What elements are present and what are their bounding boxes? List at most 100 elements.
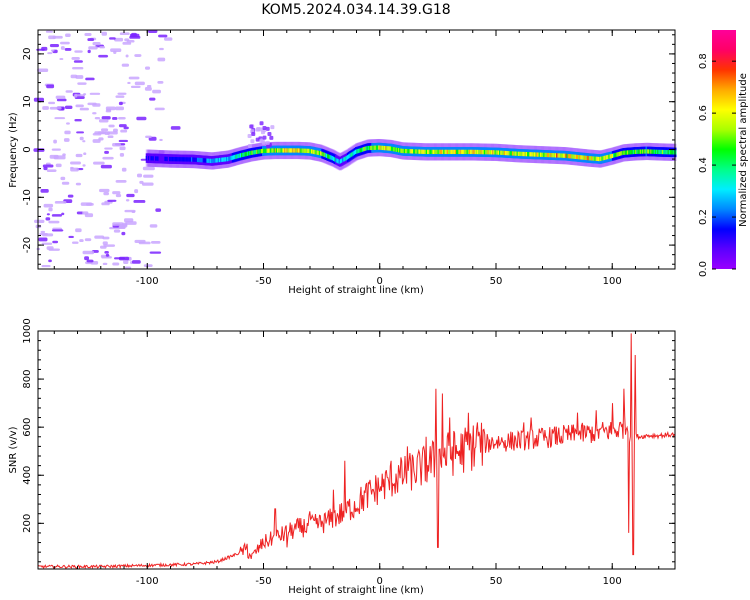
snr-series-line <box>38 333 675 569</box>
spectrogram-noise-cell <box>33 97 45 102</box>
spectrogram-x-ticks: -100 -50 0 50 100 <box>53 30 660 287</box>
spectrogram-noise-cell <box>112 191 121 195</box>
snr-y-tick-label: 200 <box>22 514 33 533</box>
spectrogram-plume-cell <box>260 130 265 135</box>
spectrogram-noise-cell <box>118 124 127 128</box>
spectrogram-noise-cell <box>136 116 147 121</box>
spectrogram-noise-cell <box>149 251 162 254</box>
spectrogram-noise-cell <box>101 116 111 120</box>
spectrogram-noise-cell <box>70 161 81 165</box>
spectrogram-noise-cell <box>82 250 95 255</box>
spectrogram-noise-cell <box>77 82 87 85</box>
x-tick-label: -100 <box>136 276 159 287</box>
spectrogram-noise-cell <box>75 94 86 97</box>
spectrogram-noise-cell <box>121 63 130 67</box>
colorbar-tick-label: 0.4 <box>698 157 709 173</box>
spectrogram-noise-cell <box>157 80 164 84</box>
spectrogram-noise-cell <box>112 222 124 226</box>
spectrogram-noise-cell <box>49 44 60 48</box>
spectrogram-noise-cell <box>75 228 82 233</box>
spectrogram-noise-cell <box>70 74 78 79</box>
spectrogram-noise-cell <box>149 97 156 101</box>
spectrogram-noise-cell <box>125 221 137 225</box>
spectrogram-noise-cell <box>119 152 125 157</box>
spectrogram-noise-cell <box>143 174 154 178</box>
spectrogram-noise-cell <box>64 105 73 110</box>
spectrogram-noise-cell <box>46 84 55 89</box>
spectrogram-noise-cell <box>124 209 136 213</box>
y-tick-label: 20 <box>22 48 33 61</box>
spectrogram-noise-cell <box>39 233 48 236</box>
spectrogram-noise-cell <box>145 135 152 139</box>
spectrogram-noise-cell <box>113 229 121 233</box>
spectrogram-noise-cell <box>141 182 154 186</box>
spectrogram-noise-cell <box>100 164 112 169</box>
spectrogram-noise-cell <box>75 75 84 79</box>
spectrogram-noise-cell <box>118 117 126 120</box>
snr-y-ticks: 200 400 600 800 1000 <box>22 318 675 563</box>
snr-background <box>38 331 675 569</box>
spectrogram-noise-cell <box>121 231 126 236</box>
spectrogram-noise-cell <box>143 264 153 268</box>
spectrogram-noise-cell <box>114 257 126 260</box>
spectrogram-noise-cell <box>122 41 132 45</box>
spectrogram-noise-cell <box>85 77 95 81</box>
spectrogram-noise-cell <box>134 189 139 194</box>
spectrogram-noise-cell <box>164 37 173 41</box>
spectrogram-plume-cell <box>249 124 254 129</box>
spectrogram-noise-cell <box>101 256 112 259</box>
spectrogram-noise-cell <box>118 101 123 106</box>
spectrogram-noise-cell <box>43 166 48 171</box>
spectrogram-plume-cell <box>265 140 270 145</box>
spectrogram-noise-cell <box>130 85 141 88</box>
spectrogram-noise-cell <box>33 148 45 152</box>
spectrogram-noise-cell <box>34 219 45 224</box>
spectrogram-plume-cell <box>255 137 260 142</box>
spectrogram-noise-cell <box>92 139 101 143</box>
spectrogram-noise-cell <box>94 116 101 120</box>
spectrogram-noise-cell <box>101 202 110 206</box>
spectrogram-noise-cell <box>125 199 130 202</box>
spectrogram-noise-cell <box>144 66 151 70</box>
spectrogram-noise-cell <box>98 137 104 141</box>
colorbar: 0.0 0.2 0.4 0.6 0.8 Normalized spectral ampl… <box>698 30 749 277</box>
spectrogram-noise-cell <box>67 194 74 198</box>
colorbar-ticks: 0.0 0.2 0.4 0.6 0.8 <box>698 53 736 277</box>
spectrogram-noise-cell <box>74 50 83 53</box>
spectrogram-plume-cell <box>265 126 270 131</box>
spectrogram-noise-cell <box>37 68 49 73</box>
spectrogram-noise-cell <box>101 31 107 36</box>
spectrogram-noise-cell <box>112 117 118 120</box>
spectrogram-noise-cell <box>60 46 65 50</box>
spectrogram-noise-cell <box>84 256 90 261</box>
snr-y-axis-label: SNR (v/v) <box>8 426 19 473</box>
spectrogram-noise-cell <box>54 117 66 120</box>
spectrogram-noise-cell <box>47 52 53 55</box>
spectrogram-noise-cell <box>127 81 131 85</box>
spectrogram-noise-cell <box>72 241 79 244</box>
spectrogram-noise-cell <box>46 169 57 172</box>
spectrogram-noise-cell <box>84 238 92 242</box>
spectrogram-plume-cell <box>262 135 267 140</box>
spectrogram-noise-cell <box>41 265 51 268</box>
spectrogram-noise-cell <box>41 242 53 245</box>
spectrogram-noise-cell <box>104 131 111 136</box>
spectrogram-noise-cell <box>131 32 137 37</box>
spectrogram-noise-cell <box>51 148 61 151</box>
spectrogram-noise-cell <box>102 156 114 160</box>
spectrogram-plume-cell <box>250 139 255 144</box>
spectrogram-noise-cell <box>85 203 94 206</box>
spectrogram-noise-cell <box>43 203 54 208</box>
spectrogram-noise-cell <box>48 220 60 224</box>
spectrogram-noise-cell <box>45 30 53 33</box>
spectrogram-noise-cell <box>71 56 80 60</box>
spectrogram-noise-cell <box>88 46 98 50</box>
spectrogram-noise-cell <box>98 119 109 123</box>
spectrogram-noise-cell <box>146 85 152 88</box>
spectrogram-noise-cell <box>102 241 108 246</box>
spectrogram-noise-cell <box>113 128 118 133</box>
x-tick-label: 50 <box>490 276 503 287</box>
spectrogram-noise-cell <box>152 89 161 94</box>
spectrogram-noise-cell <box>72 66 84 70</box>
spectrogram-noise-cell <box>40 230 46 233</box>
